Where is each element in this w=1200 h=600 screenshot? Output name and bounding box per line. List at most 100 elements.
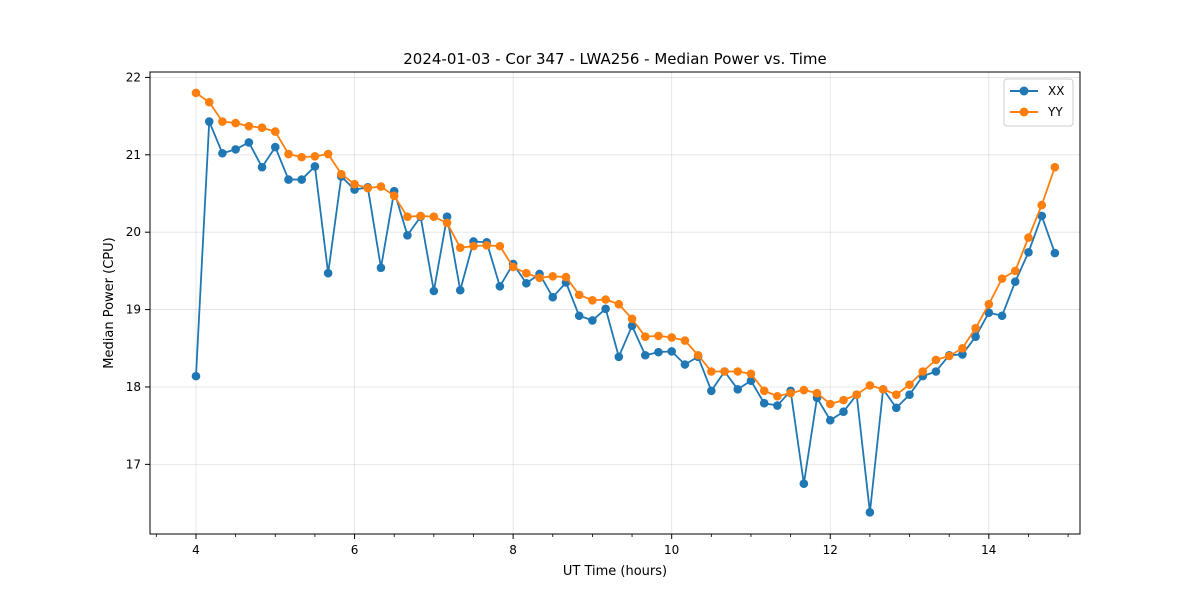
y-tick-label: 17 [126,457,141,471]
data-point-xx [257,162,267,172]
data-point-yy [548,272,558,281]
data-point-yy [614,299,624,309]
data-point-xx [403,230,412,240]
data-point-xx [1010,277,1020,287]
data-point-yy [191,88,201,98]
data-point-xx [376,263,386,273]
data-point-xx [958,350,967,359]
data-point-yy [852,390,861,400]
data-point-yy [535,273,544,283]
data-point-yy [363,183,373,193]
x-tick-label: 10 [664,543,679,557]
data-point-xx [892,403,901,413]
data-point-xx [297,175,306,184]
data-point-xx [442,212,452,222]
data-point-xx [984,308,994,317]
data-point-yy [878,384,888,394]
data-point-xx [1037,211,1047,221]
x-tick-label: 14 [981,543,996,557]
data-point-xx [733,384,743,394]
legend-marker-xx [1019,86,1029,96]
data-point-yy [310,152,320,161]
data-point-yy [905,380,914,389]
data-point-yy [918,367,928,376]
data-point-yy [231,118,240,128]
data-point-yy [455,243,465,252]
data-point-yy [865,381,875,390]
data-point-yy [442,218,452,228]
y-tick-label: 22 [126,70,141,84]
data-point-yy [376,182,386,191]
data-point-yy [389,191,399,201]
data-point-yy [218,117,227,126]
data-point-yy [257,123,267,133]
data-point-yy [825,399,835,409]
data-point-xx [654,347,663,357]
data-point-yy [204,97,214,107]
data-point-yy [350,179,359,189]
data-point-xx [522,278,531,288]
y-tick-label: 19 [126,303,141,317]
data-point-yy [403,212,412,222]
data-point-xx [799,479,809,489]
data-point-yy [1024,233,1033,242]
data-point-xx [191,371,201,381]
data-point-yy [958,343,967,353]
plot-frame [149,71,1081,535]
grid [150,72,1080,534]
data-point-xx [971,332,980,341]
x-tick-label: 8 [509,543,517,557]
data-point-yy [931,355,941,365]
data-point-yy [270,127,280,136]
data-point-xx [323,268,333,278]
data-point-xx [548,292,558,302]
data-point-yy [667,333,676,342]
data-point-yy [944,351,954,361]
data-point-xx [865,508,875,517]
data-point-yy [759,386,769,396]
data-point-yy [627,314,637,324]
y-axis-label: Median Power (CPU) [102,237,117,368]
data-point-xx [680,360,690,369]
data-point-yy [284,149,293,159]
data-point-xx [1050,248,1060,258]
data-point-xx [429,286,439,296]
data-point-yy [1037,200,1047,210]
data-point-yy [416,211,425,221]
data-point-yy [984,299,994,309]
data-point-yy [469,241,478,251]
data-point-yy [323,149,333,159]
data-point-xx [310,162,320,171]
data-point-xx [231,145,240,154]
data-point-xx [839,407,848,417]
data-point-yy [482,241,492,250]
data-point-yy [522,268,531,278]
axis-ticks: 4 6 8 10 12 14 17 18 19 20 21 22 [126,70,1069,557]
data-point-xx [574,311,584,321]
data-point-yy [693,350,703,360]
data-point-xx [284,175,293,184]
data-point-yy [733,367,743,376]
y-tick-label: 18 [126,380,141,394]
x-axis-label: UT Time (hours) [563,564,667,579]
data-point-yy [1010,266,1020,276]
data-point-yy [654,331,663,341]
data-point-xx [997,311,1007,321]
data-point-xx [614,352,624,362]
legend: XX YY [1003,78,1074,127]
legend-label-yy: YY [1047,105,1063,119]
data-point-yy [244,121,254,131]
data-point-xx [746,376,756,386]
data-point-yy [561,272,571,282]
data-point-yy [839,395,848,405]
data-point-xx [1024,248,1033,257]
data-point-yy [720,367,729,376]
y-tick-label: 20 [126,225,141,239]
data-point-xx [905,390,914,400]
data-point-yy [746,369,756,379]
data-point-xx [495,282,505,291]
data-point-yy [640,332,650,341]
data-point-xx [218,148,227,158]
legend-marker-yy [1019,107,1029,117]
